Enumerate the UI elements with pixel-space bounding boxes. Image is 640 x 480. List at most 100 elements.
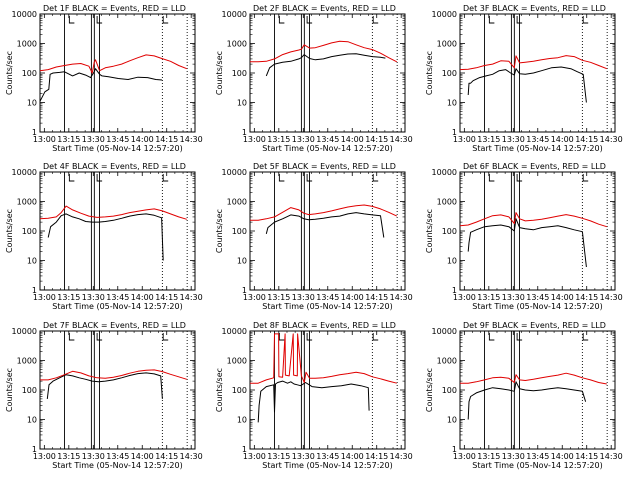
x-tick-label: 13:30 <box>502 452 525 461</box>
interval-flag-mark <box>68 333 75 341</box>
x-tick-label: 14:30 <box>390 293 413 302</box>
interval-flag-mark <box>278 174 285 182</box>
x-tick-label: 14:30 <box>600 452 623 461</box>
y-tick-label: 10000 <box>432 168 457 177</box>
interval-flag-mark <box>96 174 103 182</box>
y-tick-label: 1 <box>242 286 247 295</box>
x-tick-label: 14:30 <box>180 135 203 144</box>
chart-title: Det 8F BLACK = Events, RED = LLD <box>253 321 396 330</box>
events-series-line <box>46 372 163 399</box>
y-tick-label: 1 <box>32 128 37 137</box>
x-tick-label: 14:00 <box>341 293 364 302</box>
x-tick-label: 13:30 <box>502 135 525 144</box>
interval-flag-mark <box>278 16 285 24</box>
y-tick-label: 10000 <box>222 10 247 19</box>
chart-panel: Det 1F BLACK = Events, RED = LLD 1 10 100 10… <box>5 4 203 153</box>
x-tick-label: 14:15 <box>365 293 388 302</box>
y-tick-label: 10000 <box>12 168 37 177</box>
plot-frame <box>459 171 616 291</box>
events-series-line <box>47 213 164 261</box>
chart-title: Det 1F BLACK = Events, RED = LLD <box>43 4 186 13</box>
chart-panel: Det 5F BLACK = Events, RED = LLD 1 10 100 10… <box>215 162 413 311</box>
lld-series-line <box>250 333 397 384</box>
y-tick-label: 1 <box>452 128 457 137</box>
plot-frame <box>249 330 406 450</box>
interval-flag-mark <box>582 333 589 341</box>
interval-flag-mark <box>162 16 169 24</box>
x-axis-label: Start Time (05-Nov-14 12:57:20) <box>262 461 392 470</box>
x-tick-label: 13:45 <box>106 452 129 461</box>
y-tick-label: 10 <box>27 99 37 108</box>
x-tick-label: 13:45 <box>526 135 549 144</box>
y-tick-label: 1000 <box>227 357 247 366</box>
interval-flag-mark <box>372 174 379 182</box>
x-tick-label: 13:00 <box>453 452 476 461</box>
x-tick-label: 14:15 <box>155 135 178 144</box>
chart-panel: Det 4F BLACK = Events, RED = LLD 1 10 100 10… <box>5 162 203 311</box>
x-tick-label: 14:30 <box>180 452 203 461</box>
lld-series-line <box>250 40 398 63</box>
chart-title: Det 7F BLACK = Events, RED = LLD <box>43 321 186 330</box>
x-tick-label: 13:45 <box>526 452 549 461</box>
x-tick-label: 14:30 <box>180 293 203 302</box>
x-tick-label: 13:00 <box>243 293 266 302</box>
x-axis-label: Start Time (05-Nov-14 12:57:20) <box>472 144 602 153</box>
y-tick-label: 1000 <box>437 198 457 207</box>
y-tick-label: 1000 <box>17 198 37 207</box>
plot-frame <box>459 13 616 133</box>
events-series-line <box>467 218 587 268</box>
x-tick-label: 13:15 <box>477 293 500 302</box>
x-tick-label: 13:15 <box>267 135 290 144</box>
x-tick-label: 14:30 <box>600 135 623 144</box>
lld-series-line <box>40 369 187 381</box>
x-tick-label: 13:00 <box>33 293 56 302</box>
x-tick-label: 13:45 <box>316 135 339 144</box>
x-axis-label: Start Time (05-Nov-14 12:57:20) <box>52 302 182 311</box>
plot-frame <box>39 171 196 291</box>
x-tick-label: 14:00 <box>551 452 574 461</box>
y-tick-label: 100 <box>22 386 37 395</box>
y-tick-label: 1 <box>242 128 247 137</box>
chart-panel: Det 9F BLACK = Events, RED = LLD 1 10 100 10… <box>425 321 623 470</box>
y-tick-label: 100 <box>232 386 247 395</box>
x-tick-label: 13:00 <box>243 452 266 461</box>
x-tick-label: 14:15 <box>155 452 178 461</box>
y-axis-label: Counts/sec <box>5 368 14 412</box>
interval-flag-mark <box>162 333 169 341</box>
y-tick-label: 1 <box>32 286 37 295</box>
interval-flag-mark <box>306 174 313 182</box>
y-axis-label: Counts/sec <box>425 51 434 95</box>
events-series-line <box>265 53 386 77</box>
interval-flag-mark <box>306 16 313 24</box>
x-tick-label: 14:15 <box>155 293 178 302</box>
x-axis-label: Start Time (05-Nov-14 12:57:20) <box>472 302 602 311</box>
interval-flag-mark <box>372 16 379 24</box>
y-tick-label: 10 <box>447 416 457 425</box>
interval-flag-mark <box>488 333 495 341</box>
y-tick-label: 10000 <box>222 327 247 336</box>
x-tick-label: 13:45 <box>316 293 339 302</box>
x-tick-label: 13:00 <box>453 135 476 144</box>
x-tick-label: 14:15 <box>365 452 388 461</box>
x-tick-label: 13:45 <box>526 293 549 302</box>
x-tick-label: 14:15 <box>575 293 598 302</box>
x-tick-label: 13:30 <box>82 452 105 461</box>
y-axis-label: Counts/sec <box>5 209 14 253</box>
y-axis-label: Counts/sec <box>425 209 434 253</box>
x-tick-label: 13:15 <box>57 135 80 144</box>
x-tick-label: 13:30 <box>292 452 315 461</box>
x-tick-label: 14:00 <box>341 135 364 144</box>
plot-frame <box>249 13 406 133</box>
events-series-line <box>467 381 587 420</box>
y-tick-label: 10 <box>27 416 37 425</box>
chart-title: Det 9F BLACK = Events, RED = LLD <box>463 321 606 330</box>
y-tick-label: 1 <box>242 445 247 454</box>
x-tick-label: 14:00 <box>551 135 574 144</box>
y-tick-label: 100 <box>232 69 247 78</box>
y-tick-label: 10 <box>447 99 457 108</box>
interval-flag-mark <box>488 16 495 24</box>
chart-panel: Det 2F BLACK = Events, RED = LLD 1 10 100 10… <box>215 4 413 153</box>
y-tick-label: 1 <box>32 445 37 454</box>
x-tick-label: 13:30 <box>502 293 525 302</box>
